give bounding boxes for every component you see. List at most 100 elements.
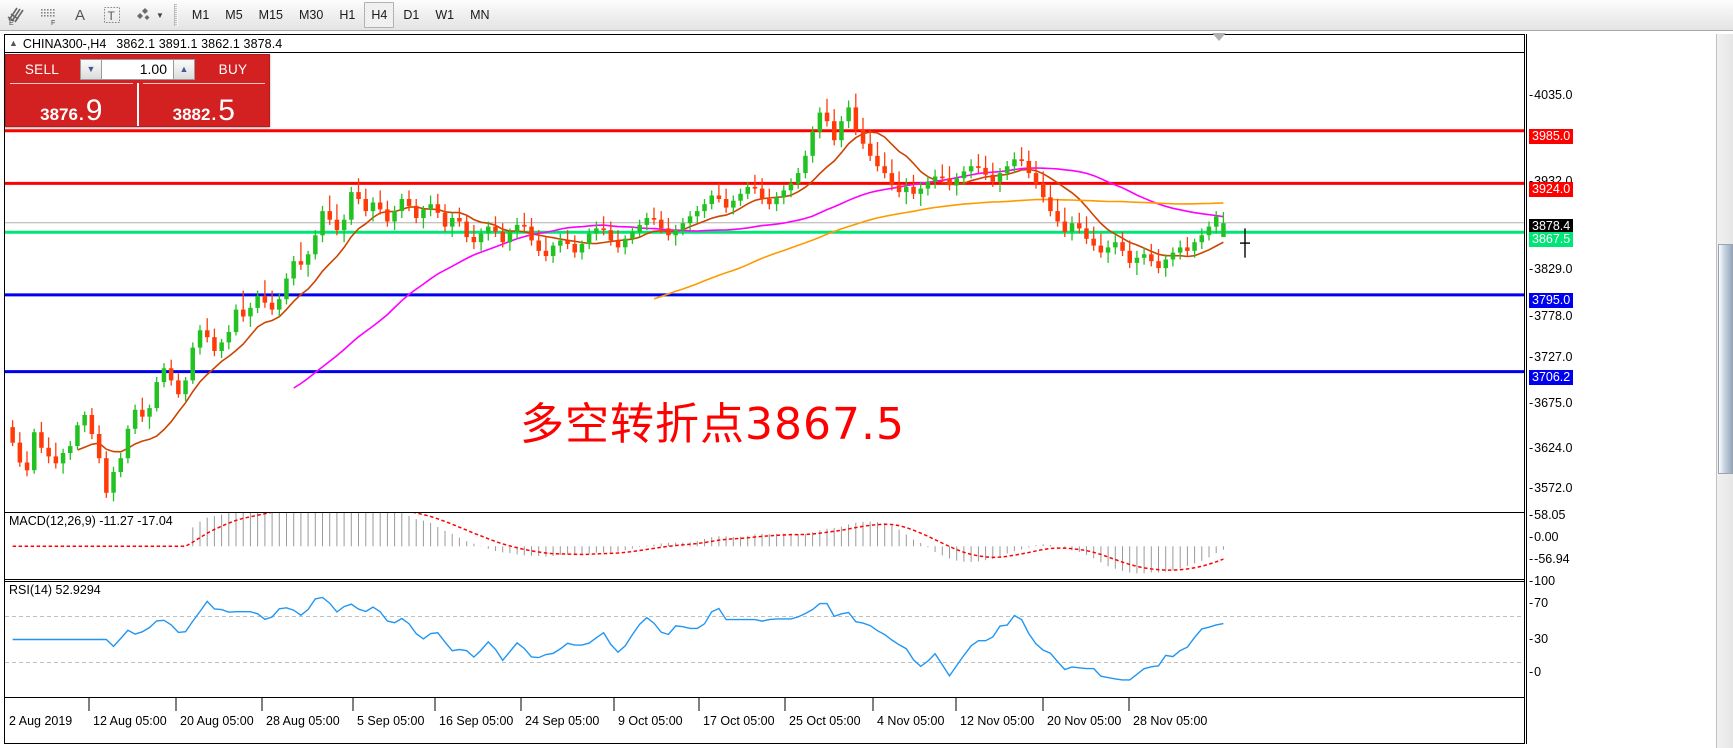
chevron-down-icon[interactable]: ▼	[156, 10, 164, 20]
macd-pane[interactable]: MACD(12,26,9) -11.27 -17.04	[5, 512, 1524, 580]
tick-dash-icon: -	[1529, 262, 1534, 276]
collapse-triangle-icon[interactable]: ▲	[9, 38, 18, 48]
svg-text:E: E	[9, 20, 14, 26]
time-label: 17 Oct 05:00	[703, 714, 775, 728]
macd-canvas	[12, 513, 1224, 574]
toolbar-separator	[173, 4, 178, 26]
price-badge-3706-2[interactable]: 3706.2	[1529, 370, 1574, 385]
price-tick-label: 3675.0	[1534, 396, 1573, 410]
scrollbar-thumb[interactable]	[1718, 244, 1733, 474]
tick-dash-icon: -	[1529, 552, 1534, 566]
price-scale[interactable]: -4035.0 3985.0 -3932.0 3924.0 3878.4 3867.5 -3…	[1526, 34, 1714, 744]
price-tick-30: -30	[1529, 633, 1548, 646]
timeframe-m30[interactable]: M30	[299, 8, 324, 22]
price-tick-58neg05: -58.05	[1529, 509, 1565, 522]
time-label: 20 Nov 05:00	[1047, 714, 1122, 728]
price-tick-label: 100	[1534, 574, 1556, 588]
volume-stepper[interactable]: ▼ 1.00 ▲	[80, 58, 195, 80]
price-tick-0neg00: -0.00	[1529, 531, 1559, 544]
buy-price[interactable]: 3882 . 5	[136, 83, 270, 127]
chevron-up-icon: ▲	[179, 64, 189, 74]
sell-button[interactable]: SELL	[24, 61, 60, 77]
timeframe-m1[interactable]: M1	[191, 8, 210, 22]
time-label: 20 Aug 05:00	[180, 714, 254, 728]
tick-dash-icon: -	[1529, 596, 1534, 610]
buy-price-fraction: 5	[218, 93, 235, 127]
price-badge-3985-0[interactable]: 3985.0	[1529, 129, 1574, 144]
price-tick-0: -0	[1529, 666, 1541, 679]
trading-panel-top-row: SELL ▼ 1.00 ▲ BUY	[6, 55, 269, 83]
timeframe-w1[interactable]: W1	[435, 8, 455, 22]
price-tick-neg56-94: --56.94	[1529, 553, 1570, 566]
price-tick-3675neg0: -3675.0	[1529, 397, 1572, 410]
price-badge-3867-5[interactable]: 3867.5	[1529, 232, 1574, 247]
price-tick-3727neg0: -3727.0	[1529, 351, 1572, 364]
buy-divider	[142, 83, 265, 84]
time-label: 12 Nov 05:00	[960, 714, 1035, 728]
main-toolbar: E F A	[0, 0, 1733, 31]
price-tick-label: 4035.0	[1534, 88, 1573, 102]
price-tick-100: -100	[1529, 575, 1555, 588]
timeframe-d1[interactable]: D1	[403, 8, 420, 22]
timeframe-h4[interactable]: H4	[364, 2, 395, 28]
price-tick-3572neg0: -3572.0	[1529, 482, 1572, 495]
time-label: 9 Oct 05:00	[618, 714, 683, 728]
volume-increment-button[interactable]: ▲	[173, 58, 195, 80]
tick-dash-icon: -	[1529, 508, 1534, 522]
timeframe-h1[interactable]: H1	[339, 8, 356, 22]
time-label: 2 Aug 2019	[9, 714, 73, 728]
rsi-pane[interactable]: RSI(14) 52.9294	[5, 581, 1524, 697]
price-tick-label: 58.05	[1534, 508, 1566, 522]
chart-frame[interactable]: ▲ CHINA300-,H4 3862.1 3891.1 3862.1 3878…	[4, 34, 1525, 744]
tick-dash-icon: -	[1529, 350, 1534, 364]
price-tick-3829neg0: -3829.0	[1529, 263, 1572, 276]
price-tick-label: -56.94	[1534, 552, 1570, 566]
price-tick-label: 3572.0	[1534, 481, 1573, 495]
ohlc-values: 3862.1 3891.1 3862.1 3878.4	[116, 36, 283, 51]
price-tick-label: 3727.0	[1534, 350, 1573, 364]
trading-panel-prices: 3876 . 9 3882 . 5	[6, 83, 269, 126]
time-label: 28 Nov 05:00	[1133, 714, 1208, 728]
symbol-label: CHINA300-,H4	[22, 36, 107, 51]
objects-list-icon[interactable]	[129, 2, 159, 29]
indicators-icon[interactable]: E	[1, 2, 31, 29]
time-label: 25 Oct 05:00	[789, 714, 861, 728]
volume-input[interactable]: 1.00	[102, 58, 173, 80]
svg-text:T: T	[108, 9, 116, 23]
time-label: 4 Nov 05:00	[877, 714, 945, 728]
sell-price-integer: 3876	[40, 105, 78, 124]
time-axis-ticks	[88, 698, 1130, 711]
buy-price-decimal-point: .	[211, 105, 217, 124]
price-tick-label: 3778.0	[1534, 309, 1573, 323]
tick-dash-icon: -	[1529, 88, 1534, 102]
sell-price[interactable]: 3876 . 9	[6, 83, 137, 126]
volume-decrement-button[interactable]: ▼	[80, 58, 102, 80]
text-tool-icon[interactable]: A	[74, 6, 85, 24]
price-tick-label: 0	[1534, 665, 1542, 679]
rsi-canvas	[5, 596, 1524, 681]
price-badge-3924-0[interactable]: 3924.0	[1529, 182, 1574, 197]
grid-crosshair-icon[interactable]: F	[33, 2, 63, 29]
price-chart-canvas	[5, 93, 1524, 502]
tick-dash-icon: -	[1529, 309, 1534, 323]
timeframe-m5[interactable]: M5	[225, 8, 243, 22]
price-tick-label: 3829.0	[1534, 262, 1573, 276]
text-label-icon[interactable]: T	[97, 2, 127, 29]
timeframe-mn[interactable]: MN	[470, 8, 490, 22]
vertical-scrollbar[interactable]	[1716, 34, 1733, 748]
one-click-trading-panel[interactable]: SELL ▼ 1.00 ▲ BUY 3876 . 9 3882	[5, 54, 270, 127]
price-badge-3878-4[interactable]: 3878.4	[1529, 219, 1574, 234]
time-label: 28 Aug 05:00	[266, 714, 340, 728]
time-label: 5 Sep 05:00	[357, 714, 425, 728]
price-badge-3795-0[interactable]: 3795.0	[1529, 293, 1574, 308]
time-label: 24 Sep 05:00	[525, 714, 600, 728]
sell-price-fraction: 9	[85, 93, 103, 127]
macd-label: MACD(12,26,9) -11.27 -17.04	[9, 514, 176, 528]
tick-dash-icon: -	[1529, 481, 1534, 495]
price-tick-70: -70	[1529, 597, 1548, 610]
price-pane[interactable]	[5, 53, 1524, 510]
buy-button[interactable]: BUY	[218, 61, 248, 77]
time-axis-pane: 2 Aug 2019 12 Aug 05:00 20 Aug 05:00 28 Aug…	[5, 697, 1524, 743]
timeframe-m15[interactable]: M15	[258, 8, 283, 22]
chart-annotation-text: 多空转折点3867.5	[520, 399, 905, 450]
